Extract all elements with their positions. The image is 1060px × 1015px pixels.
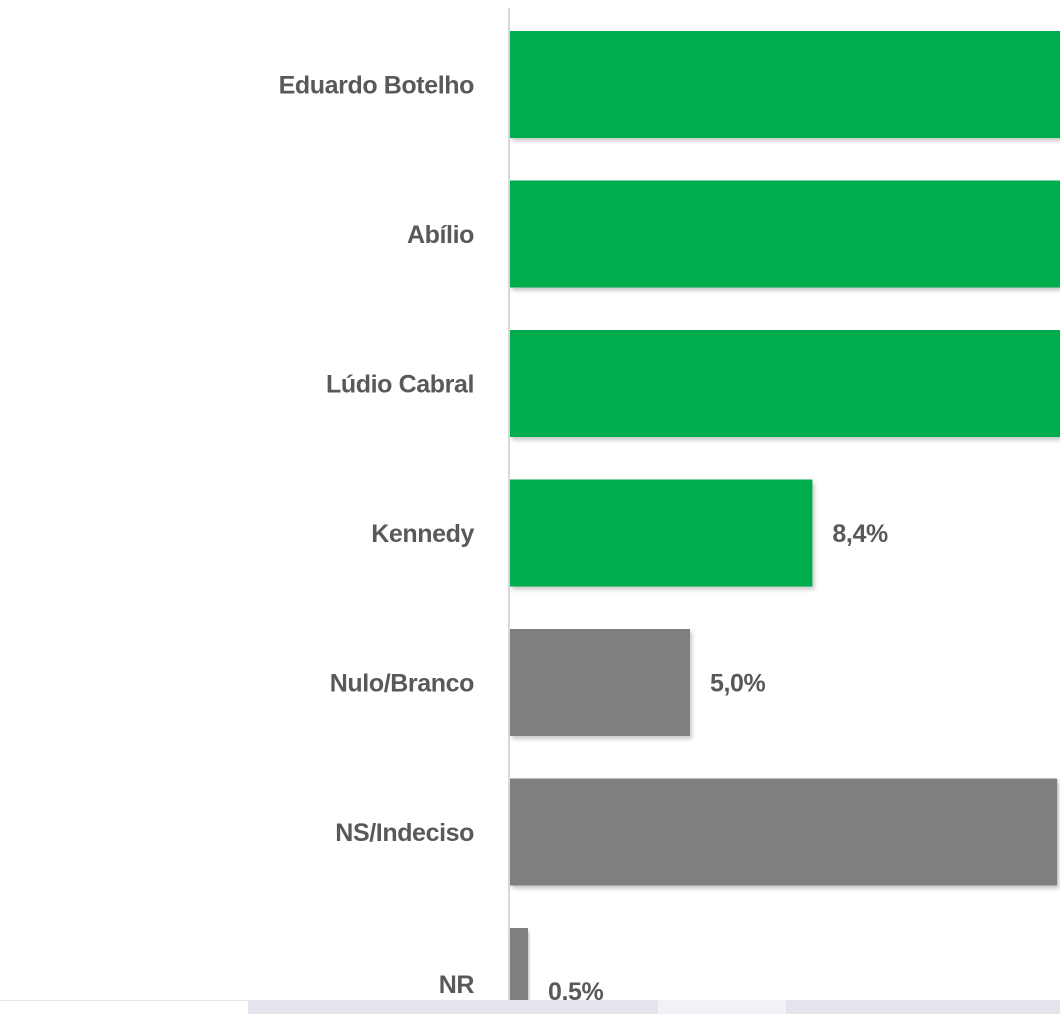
bar-eduardo-botelho <box>510 31 1060 138</box>
bottom-strip-light <box>658 1000 786 1014</box>
category-label: NS/Indeciso <box>335 819 474 847</box>
bars-group <box>510 31 1060 1000</box>
value-label: 5,0% <box>710 670 766 698</box>
bar-nulo-branco <box>510 629 690 736</box>
category-label: Nulo/Branco <box>330 670 474 698</box>
category-labels-group: Eduardo Botelho Abílio Lúdio Cabral Kennedy… <box>279 72 475 1000</box>
bar-ab-lio <box>510 180 1060 288</box>
value-label: 8,4% <box>832 520 888 548</box>
bottom-strip-shade-2 <box>786 1000 1060 1014</box>
bottom-strip-shade-1 <box>248 1000 658 1014</box>
category-label: Abílio <box>407 221 474 249</box>
value-labels-group: 8,4%5,0%0,5% <box>548 520 888 1006</box>
bar-kennedy <box>510 479 813 587</box>
bar-l-dio-cabral <box>510 330 1060 437</box>
category-label: Lúdio Cabral <box>326 371 474 399</box>
category-label: Kennedy <box>371 520 474 548</box>
bottom-strip-white <box>0 1000 248 1015</box>
bar-ns-indeciso <box>510 778 1058 886</box>
category-label: NR <box>439 971 475 999</box>
category-label: Eduardo Botelho <box>279 72 475 100</box>
bar-nr <box>510 928 528 1000</box>
